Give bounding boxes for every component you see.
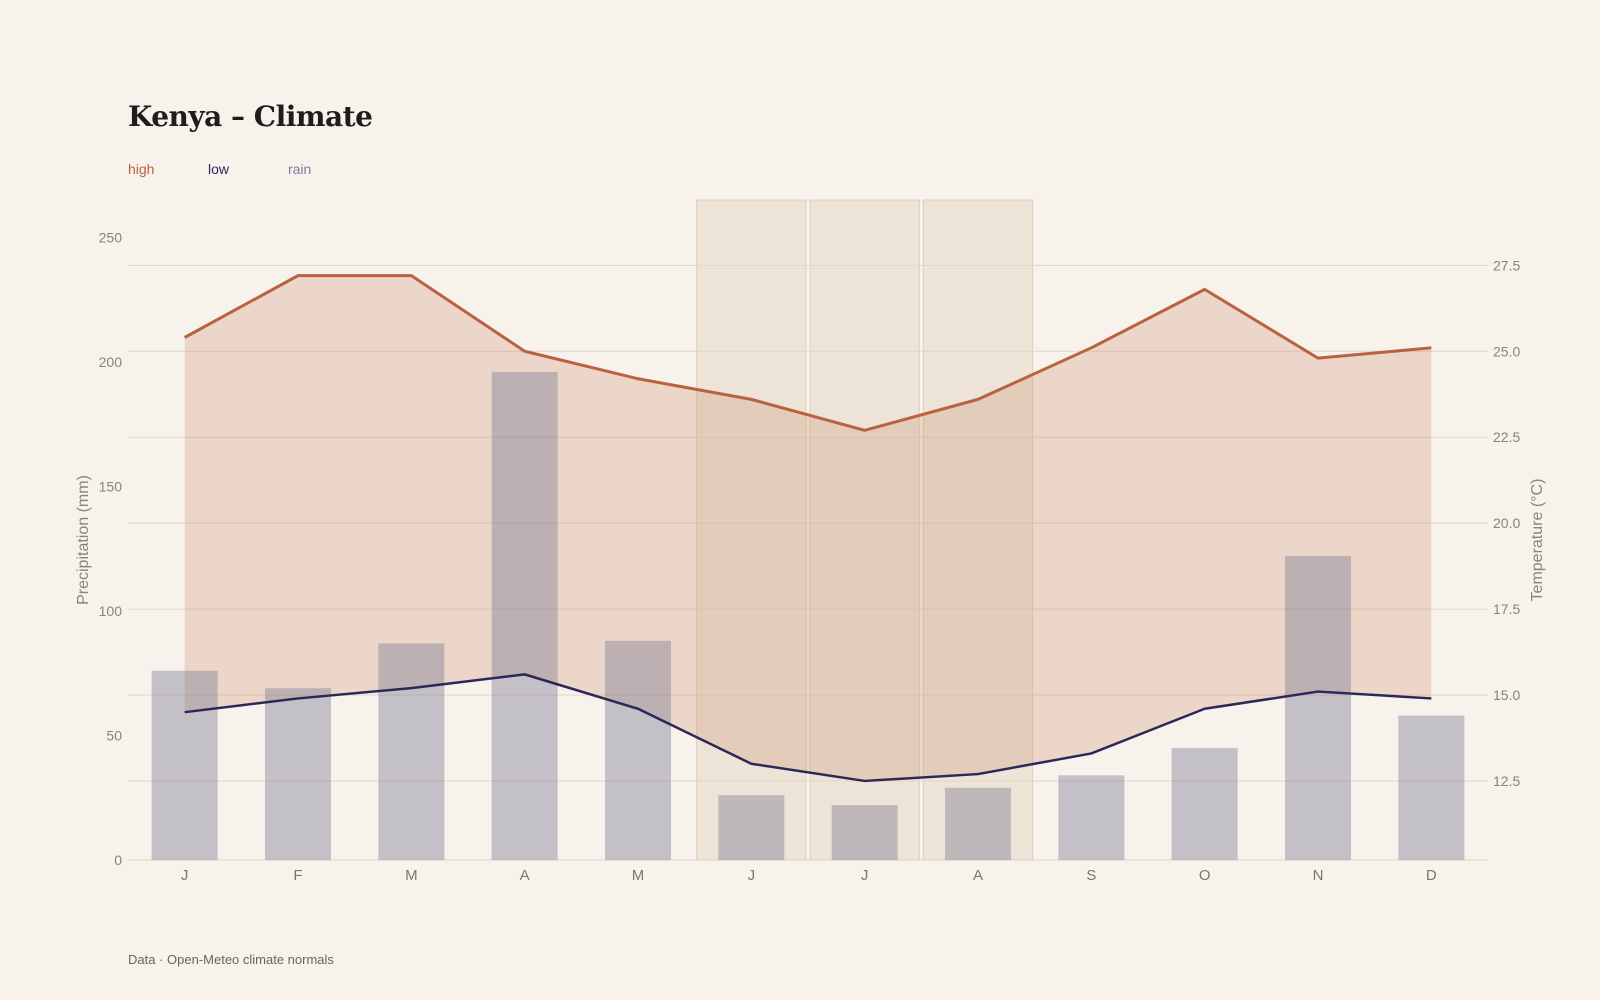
x-tick-label: A — [973, 867, 983, 884]
rain-bar-1 — [151, 670, 218, 860]
right-tick-label: 27.5 — [1493, 257, 1520, 273]
highlight-band — [809, 199, 920, 861]
x-tick-label: O — [1199, 867, 1211, 884]
rain-bar-10 — [1171, 747, 1238, 860]
legend-item-rain: rain — [288, 161, 312, 177]
chart-title: Kenya – Climate — [128, 100, 373, 133]
high-temperature-line — [183, 274, 1432, 432]
x-tick-label: M — [405, 867, 418, 884]
legend-item-low: low — [208, 161, 230, 177]
left-tick-label: 150 — [99, 478, 123, 494]
highlight-band — [922, 199, 1034, 861]
x-tick-label: A — [520, 867, 530, 884]
rain-bar-8 — [945, 787, 1011, 860]
right-tick-label: 20.0 — [1493, 515, 1520, 531]
right-tick-label: 15.0 — [1493, 687, 1520, 703]
rain-bar-12 — [1398, 715, 1465, 860]
rain-bar-11 — [1285, 556, 1351, 860]
left-tick-label: 50 — [106, 727, 122, 743]
left-tick-label: 250 — [99, 229, 123, 245]
rain-bar-4 — [491, 371, 558, 860]
rain-bar-5 — [605, 640, 671, 860]
right-tick-label: 12.5 — [1493, 773, 1520, 789]
low-temperature-line — [184, 673, 1432, 783]
x-tick-label: S — [1086, 867, 1096, 884]
rain-bar-9 — [1058, 775, 1125, 860]
left-tick-label: 200 — [99, 354, 123, 370]
x-tick-label: J — [181, 867, 189, 884]
rain-bar-7 — [831, 805, 898, 860]
right-tick-label: 25.0 — [1493, 343, 1520, 359]
rain-bar-3 — [378, 643, 445, 860]
right-tick-label: 17.5 — [1493, 601, 1520, 617]
left-tick-label: 0 — [114, 852, 122, 868]
rain-bar-6 — [718, 795, 785, 860]
legend-item-high: high — [128, 161, 155, 177]
temperature-range-band — [184, 275, 1432, 781]
x-tick-label: N — [1313, 867, 1324, 884]
x-tick-label: J — [861, 867, 869, 884]
rain-bar-2 — [265, 688, 331, 860]
right-axis-title: Temperature (°C) — [1529, 479, 1546, 602]
footer-source: Data · Open-Meteo climate normals — [128, 952, 334, 967]
x-tick-label: J — [748, 867, 756, 884]
x-tick-label: F — [293, 867, 302, 884]
x-tick-label: M — [632, 867, 645, 884]
highlight-band — [696, 199, 807, 861]
left-tick-label: 100 — [99, 603, 123, 619]
x-tick-label: D — [1426, 867, 1437, 884]
left-axis-title: Precipitation (mm) — [75, 475, 92, 605]
right-tick-label: 22.5 — [1493, 429, 1520, 445]
